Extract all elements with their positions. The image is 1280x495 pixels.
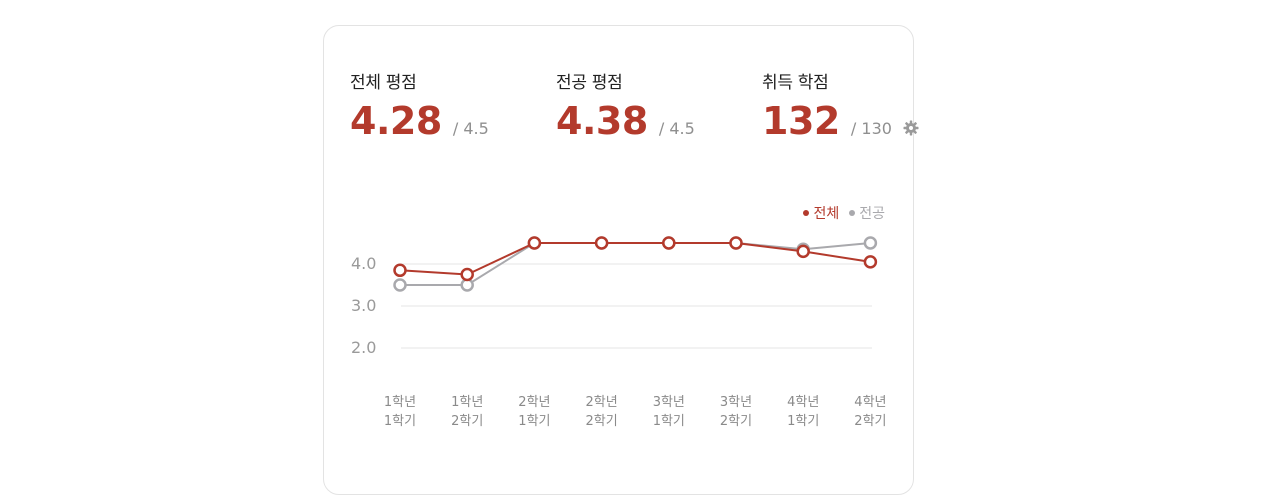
legend-item-overall: 전체 [803, 203, 839, 223]
overall-gpa-stat: 전체 평점 4.28 / 4.5 [350, 68, 489, 143]
y-tick-label: 4.0 [351, 254, 376, 273]
earned-credits-max: / 130 [850, 119, 892, 138]
major-gpa-label: 전공 평점 [556, 73, 623, 93]
major-gpa-stat: 전공 평점 4.38 / 4.5 [556, 68, 695, 143]
data-point-overall [460, 267, 474, 282]
x-tick-label: 3학년 2학기 [720, 395, 752, 429]
x-tick-label: 3학년 1학기 [653, 395, 685, 429]
data-point-overall [594, 236, 609, 250]
gear-icon[interactable] [903, 120, 919, 140]
major-gpa-max: / 4.5 [658, 119, 695, 138]
y-tick-label: 2.0 [351, 338, 376, 357]
legend-label-major: 전공 [859, 206, 885, 222]
earned-credits-value: 132 [762, 99, 840, 143]
earned-credits-stat: 취득 학점 132 / 130 [762, 68, 919, 143]
y-tick-label: 3.0 [351, 296, 376, 315]
chart-legend: 전체 전공 [803, 203, 885, 223]
grade-summary-card: 전체 평점 4.28 / 4.5 전공 평점 4.38 / 4.5 취득 학점 … [323, 25, 919, 495]
data-point-overall [527, 236, 542, 250]
legend-label-overall: 전체 [813, 206, 840, 222]
legend-dot-overall [803, 210, 810, 216]
legend-dot-major [849, 210, 856, 216]
x-tick-label: 4학년 2학기 [854, 395, 886, 429]
overall-gpa-label: 전체 평점 [350, 73, 417, 93]
x-tick-label: 4학년 1학기 [787, 395, 819, 429]
major-gpa-value: 4.38 [556, 99, 648, 143]
x-tick-label: 1학년 2학기 [451, 395, 483, 429]
x-tick-label: 2학년 2학기 [585, 395, 617, 429]
x-tick-label: 1학년 1학기 [384, 395, 416, 429]
gpa-line-chart: 4.0 3.0 2.0 1학년 1학기 1학년 2학기 2학년 1학기 2학년 2학기 3학년 1학기 3… [351, 236, 887, 429]
overall-gpa-value: 4.28 [350, 99, 442, 143]
data-point-overall [662, 236, 676, 250]
data-point-major [863, 236, 878, 250]
x-tick-label: 2학년 1학기 [518, 395, 550, 429]
overall-gpa-max: / 4.5 [452, 119, 489, 138]
data-point-overall [863, 255, 878, 269]
data-point-overall [393, 263, 407, 278]
legend-item-major: 전공 [849, 203, 885, 223]
data-point-overall [729, 236, 743, 250]
data-point-major [393, 278, 407, 292]
series-line-overall [399, 242, 871, 276]
data-point-overall [796, 244, 810, 259]
earned-credits-label: 취득 학점 [762, 73, 829, 93]
